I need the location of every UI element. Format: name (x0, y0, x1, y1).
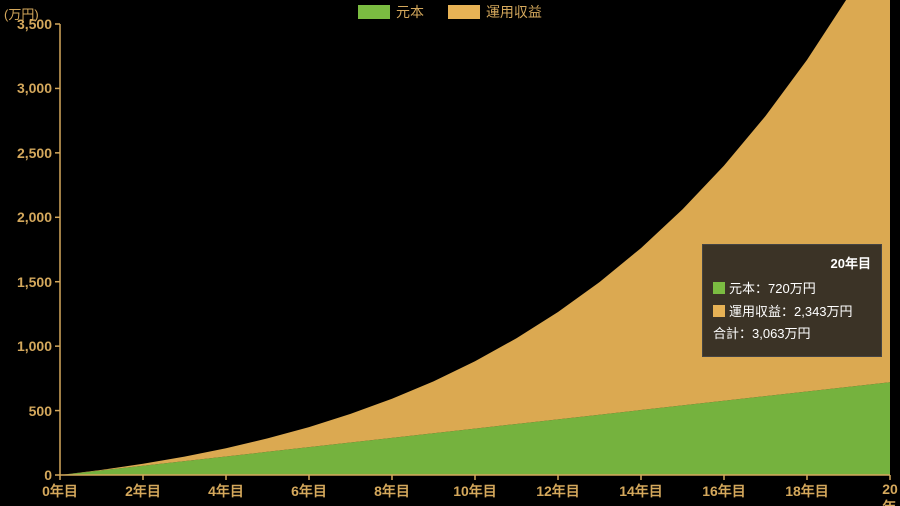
tick-label: 8年目 (374, 481, 410, 501)
tooltip-swatch-returns (713, 305, 725, 317)
tooltip-text-principal: 元本：720万円 (729, 281, 816, 296)
tooltip-row-total: 合計：3,063万円 (713, 323, 871, 346)
tick-label: 0年目 (42, 481, 78, 501)
tick-label: 4年目 (208, 481, 244, 501)
tick-label: 500 (29, 403, 52, 419)
tick-label: 12年目 (536, 481, 580, 501)
tooltip-text-returns: 運用収益：2,343万円 (729, 304, 853, 319)
tick-label: 10年目 (453, 481, 497, 501)
tick-label: 2,000 (17, 209, 52, 225)
tooltip-title: 20年目 (713, 253, 871, 276)
tick-label: 1,500 (17, 274, 52, 290)
tick-label: 16年目 (702, 481, 746, 501)
tick-label: 20年目 (882, 481, 898, 506)
tooltip-row-returns: 運用収益：2,343万円 (713, 301, 871, 324)
tooltip-swatch-principal (713, 282, 725, 294)
tick-label: 3,000 (17, 80, 52, 96)
tick-label: 18年目 (785, 481, 829, 501)
investment-growth-chart: (万円) 元本 運用収益 05001,0001,5002,0002,5003,0… (0, 0, 900, 506)
tooltip-row-principal: 元本：720万円 (713, 278, 871, 301)
tick-label: 14年目 (619, 481, 663, 501)
tick-label: 1,000 (17, 338, 52, 354)
tick-label: 2年目 (125, 481, 161, 501)
tick-label: 6年目 (291, 481, 327, 501)
tick-label: 2,500 (17, 145, 52, 161)
tooltip: 20年目 元本：720万円 運用収益：2,343万円 合計：3,063万円 (702, 244, 882, 357)
tick-label: 3,500 (17, 16, 52, 32)
